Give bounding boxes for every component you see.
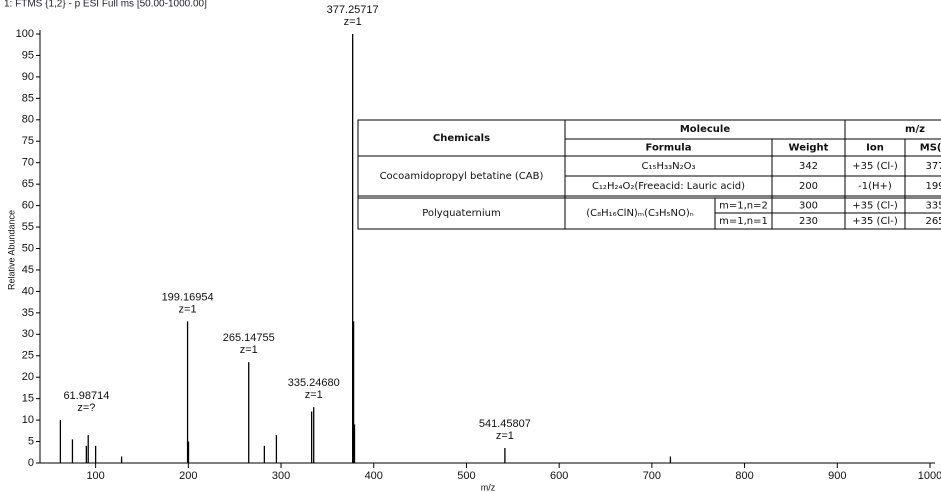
y-tick-label: 55 — [22, 221, 34, 233]
table-cell: 230 — [799, 216, 818, 227]
peak-charge: z=1 — [305, 389, 323, 401]
table-cell: m=1,n=1 — [719, 216, 768, 227]
y-tick-label: 25 — [22, 350, 34, 362]
table-header: m/z — [905, 124, 925, 135]
table-cell: C₁₂H₂₄O₂(Freeacid: Lauric acid) — [592, 181, 745, 192]
y-tick-label: 70 — [22, 157, 34, 169]
table-cell: 199 — [925, 181, 941, 192]
x-tick-label: 700 — [643, 470, 661, 482]
x-tick-label: 100 — [86, 470, 104, 482]
y-tick-label: 30 — [22, 328, 34, 340]
chart-title: 1: FTMS {1,2} - p ESI Full ms [50.00-100… — [4, 0, 207, 10]
y-tick-label: 15 — [22, 393, 34, 405]
x-tick-label: 500 — [457, 470, 475, 482]
peak-label: 265.14755 — [223, 332, 275, 344]
table-subheader: MS(-) — [920, 143, 941, 154]
peak-label: 377.25717 — [327, 4, 379, 16]
y-tick-label: 85 — [22, 92, 34, 104]
peak-charge: z=1 — [344, 16, 362, 28]
y-tick-label: 90 — [22, 71, 34, 83]
table-header: Chemicals — [433, 133, 490, 144]
table-cell: +35 (Cl-) — [852, 216, 898, 227]
x-axis-label: m/z — [481, 482, 496, 492]
table-cell: m=1,n=2 — [719, 201, 768, 212]
table-cell: 335 — [925, 201, 941, 212]
table-cell: 342 — [799, 161, 818, 172]
table-bg — [357, 119, 941, 230]
y-tick-label: 40 — [22, 285, 34, 297]
table-cell: 265 — [925, 216, 941, 227]
table-cell: 377 — [925, 161, 941, 172]
x-tick-label: 600 — [550, 470, 568, 482]
peak-label: 335.24680 — [288, 377, 340, 389]
y-tick-label: 95 — [22, 49, 34, 61]
table-cell: C₁₅H₃₃N₂O₃ — [642, 161, 696, 172]
y-tick-label: 10 — [22, 414, 34, 426]
table-cell: Polyquaternium — [422, 208, 501, 219]
peak-charge: z=1 — [179, 303, 197, 315]
y-tick-label: 75 — [22, 135, 34, 147]
y-tick-label: 20 — [22, 371, 34, 383]
table-subheader: Formula — [646, 143, 692, 154]
table: Chemicals Molecule m/z Formula Weight Ion MS(-… — [357, 119, 941, 230]
x-tick-label: 800 — [735, 470, 753, 482]
table-cell: +35 (Cl-) — [852, 161, 898, 172]
y-tick-label: 100 — [16, 28, 34, 40]
y-tick-label: 50 — [22, 242, 34, 254]
y-tick-label: 0 — [28, 457, 34, 469]
y-axis-label: Relative Abundance — [6, 210, 16, 290]
x-tick-label: 1000 — [918, 470, 941, 482]
table-cell: -1(H+) — [858, 181, 892, 192]
peak-charge: z=1 — [240, 344, 258, 356]
peak-label: 61.98714 — [63, 390, 109, 402]
table-subheader: Weight — [789, 143, 829, 154]
y-tick-label: 60 — [22, 200, 34, 212]
table-subheader: Ion — [866, 143, 884, 154]
y-tick-label: 5 — [28, 435, 34, 447]
peak-label: 541.45807 — [479, 418, 531, 430]
peak-charge: z=? — [77, 402, 95, 414]
table-cell: Cocoamidopropyl betatine (CAB) — [380, 171, 544, 182]
table-header: Molecule — [680, 124, 731, 135]
x-tick-label: 400 — [365, 470, 383, 482]
x-tick-label: 900 — [828, 470, 846, 482]
table-cell: 300 — [799, 201, 818, 212]
y-tick-label: 65 — [22, 178, 34, 190]
peak-charge: z=1 — [496, 430, 514, 442]
x-tick-label: 300 — [272, 470, 290, 482]
table-cell: +35 (Cl-) — [852, 201, 898, 212]
y-tick-label: 35 — [22, 307, 34, 319]
table-cell: (C₈H₁₆ClN)ₘ(C₃H₅NO)ₙ — [586, 208, 693, 219]
y-tick-label: 80 — [22, 114, 34, 126]
y-tick-label: 45 — [22, 264, 34, 276]
peak-label: 199.16954 — [162, 291, 214, 303]
x-tick-label: 200 — [179, 470, 197, 482]
table-cell: 200 — [799, 181, 818, 192]
